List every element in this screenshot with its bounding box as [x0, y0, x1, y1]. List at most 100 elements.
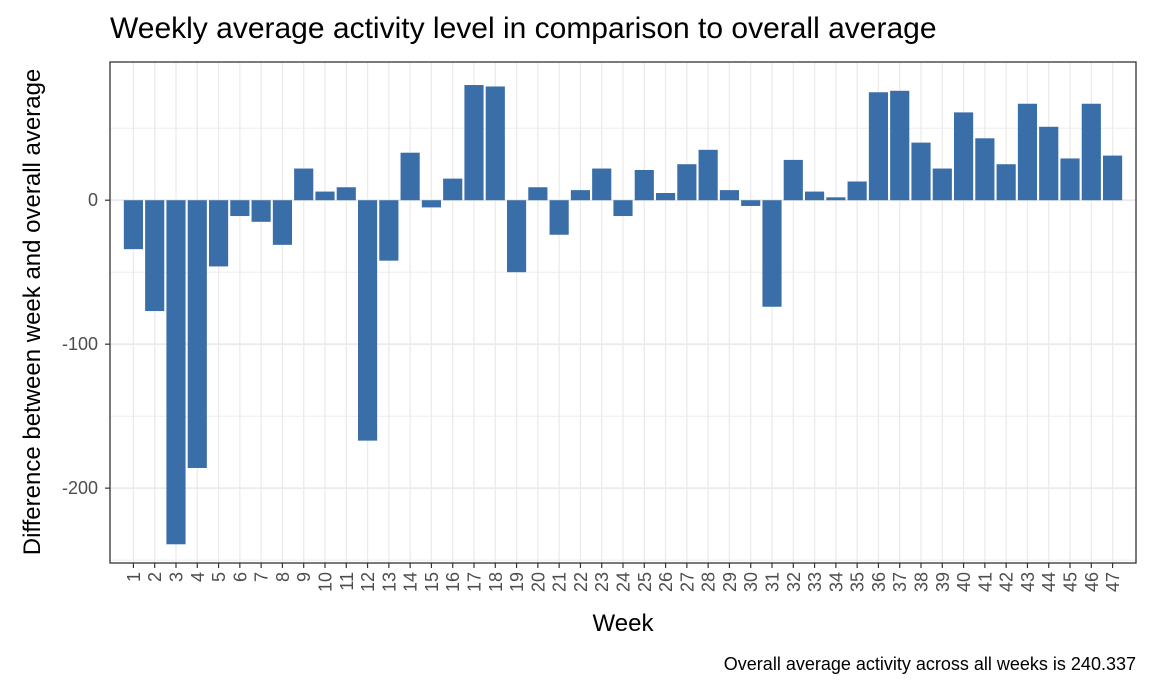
bar-week-36	[868, 92, 889, 201]
x-tick-label: 38	[912, 572, 932, 592]
bar-week-19	[506, 200, 527, 273]
bar-week-1	[123, 200, 143, 250]
bar-week-41	[975, 138, 995, 201]
bar-week-43	[1017, 103, 1038, 201]
x-tick-label: 24	[614, 572, 634, 592]
x-tick-label: 18	[486, 572, 506, 592]
bar-week-17	[464, 85, 484, 201]
y-axis-title: Difference between week and overall aver…	[19, 69, 46, 556]
bars	[123, 85, 1123, 545]
x-tick-label: 16	[443, 572, 463, 592]
bar-week-16	[443, 178, 463, 201]
x-tick-label: 28	[699, 572, 719, 592]
bar-week-40	[954, 112, 974, 201]
x-tick-label: 11	[337, 572, 357, 591]
x-tick-label: 4	[188, 572, 208, 582]
major-gridlines	[110, 62, 1136, 563]
bar-week-38	[911, 142, 931, 201]
x-tick-label: 42	[997, 572, 1017, 592]
bar-week-9	[294, 168, 314, 201]
x-tick-label: 21	[550, 572, 570, 592]
x-tick-label: 43	[1018, 572, 1038, 592]
x-tick-label: 1	[124, 572, 144, 582]
x-tick-label: 39	[933, 572, 953, 592]
bar-week-4	[187, 200, 207, 468]
bar-week-25	[634, 169, 654, 201]
y-tick-label: 0	[88, 190, 98, 210]
bar-week-21	[549, 200, 569, 235]
bar-week-46	[1081, 103, 1101, 201]
x-tick-label: 20	[528, 572, 548, 592]
x-tick-label: 44	[1039, 572, 1059, 592]
x-tick-label: 33	[805, 572, 825, 592]
bar-week-18	[485, 86, 505, 201]
bar-week-11	[336, 187, 356, 201]
bar-week-32	[783, 159, 803, 201]
x-tick-label: 30	[741, 572, 761, 592]
x-tick-label: 22	[571, 572, 591, 592]
x-tick-label: 6	[230, 572, 250, 582]
x-tick-label: 25	[635, 572, 655, 592]
chart-title: Weekly average activity level in compari…	[110, 12, 937, 45]
x-tick-label: 31	[763, 572, 783, 592]
bar-week-35	[847, 181, 867, 201]
x-tick-label: 8	[273, 572, 293, 582]
bar-week-12	[357, 200, 378, 441]
chart-caption: Overall average activity across all week…	[724, 654, 1136, 674]
bar-week-8	[272, 200, 292, 245]
bar-week-30	[741, 200, 761, 206]
x-tick-label: 29	[720, 572, 740, 592]
bar-week-20	[528, 187, 548, 201]
x-tick-label: 32	[784, 572, 804, 592]
x-tick-label: 34	[826, 572, 846, 592]
x-tick-label: 47	[1103, 572, 1123, 592]
bar-week-13	[379, 200, 399, 261]
x-tick-label: 7	[252, 572, 272, 582]
bar-week-2	[145, 200, 165, 312]
x-tick-label: 27	[677, 572, 697, 592]
bar-week-42	[996, 164, 1016, 201]
bar-week-10	[315, 191, 335, 201]
bar-week-45	[1060, 158, 1080, 201]
y-tick-label: -100	[62, 334, 98, 354]
bar-week-14	[400, 152, 420, 201]
bar-week-5	[208, 200, 229, 267]
bar-week-37	[890, 90, 910, 201]
x-tick-label: 15	[422, 572, 442, 592]
x-tick-label: 46	[1082, 572, 1102, 592]
bar-week-22	[570, 190, 591, 201]
bar-week-23	[592, 168, 612, 201]
x-tick-label: 2	[145, 572, 165, 582]
x-tick-label: 9	[294, 572, 314, 582]
x-tick-label: 19	[507, 572, 527, 592]
bar-week-27	[677, 164, 697, 201]
bar-week-28	[698, 149, 718, 201]
bar-week-3	[166, 200, 186, 545]
bar-week-47	[1103, 155, 1123, 201]
x-tick-label: 45	[1061, 572, 1081, 592]
bar-week-29	[719, 190, 740, 201]
bar-week-26	[655, 193, 676, 201]
bar-week-34	[826, 197, 846, 201]
x-axis-title: Week	[593, 610, 655, 637]
bar-week-39	[932, 168, 952, 201]
bar-week-33	[804, 191, 825, 201]
bar-week-7	[251, 200, 271, 222]
y-axis: -200 -100 0	[62, 190, 110, 498]
x-tick-label: 5	[209, 572, 229, 582]
x-axis: 1 2 3 4 5 6 7 8 9 10 11 12 13 14 15 16 17 18 19 20 21 22 23 24 2…	[124, 563, 1123, 592]
x-tick-label: 36	[869, 572, 889, 592]
bar-week-15	[421, 200, 442, 208]
x-tick-label: 37	[890, 572, 910, 592]
x-tick-label: 10	[315, 572, 335, 592]
bar-week-31	[762, 200, 782, 307]
x-tick-label: 13	[379, 572, 399, 592]
x-tick-label: 40	[954, 572, 974, 592]
x-tick-label: 3	[166, 572, 186, 582]
x-tick-label: 14	[401, 572, 421, 592]
x-tick-label: 17	[464, 572, 484, 592]
x-tick-label: 23	[592, 572, 612, 592]
bar-week-24	[613, 200, 633, 217]
x-tick-label: 41	[975, 572, 995, 592]
